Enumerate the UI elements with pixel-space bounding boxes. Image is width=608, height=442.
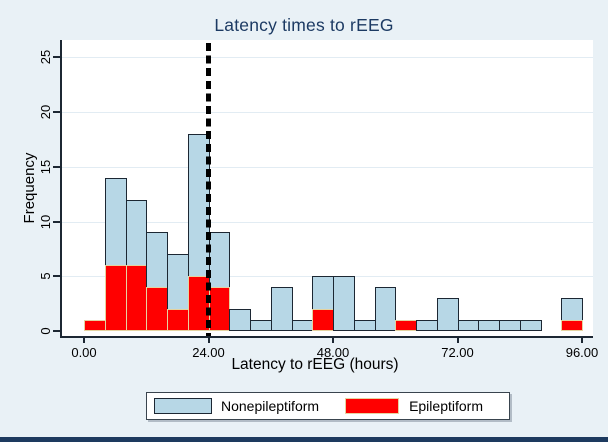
histogram-bar-nonepileptiform — [208, 232, 231, 288]
histogram-bar-nonepileptiform — [229, 309, 251, 331]
x-axis-tick-label: 96.00 — [565, 345, 599, 360]
histogram-bar-nonepileptiform — [250, 320, 272, 331]
histogram-bar-nonepileptiform — [167, 254, 189, 310]
y-axis-tick-label: 25 — [38, 50, 53, 65]
bottom-window-edge — [0, 437, 608, 442]
gridline — [62, 112, 593, 113]
histogram-bar-epileptiform — [125, 265, 148, 331]
x-axis-tick-label: 24.00 — [192, 345, 225, 360]
gridline — [62, 57, 593, 59]
histogram-bar-epileptiform — [312, 309, 334, 331]
legend: Nonepileptiform Epileptiform — [146, 392, 510, 420]
histogram-bar-epileptiform — [167, 309, 189, 331]
histogram-bar-nonepileptiform — [457, 320, 480, 331]
histogram-bar-epileptiform — [395, 320, 417, 331]
histogram-bar-nonepileptiform — [125, 199, 148, 266]
histogram-bar-nonepileptiform — [561, 298, 583, 321]
y-axis-tick — [53, 165, 61, 168]
histogram-bar-epileptiform — [146, 287, 168, 331]
histogram-bar-nonepileptiform — [374, 287, 397, 331]
chart-title: Latency times to rEEG — [214, 15, 394, 35]
histogram-bar-nonepileptiform — [519, 320, 542, 331]
gridline — [62, 166, 593, 168]
y-axis-tick — [53, 111, 61, 113]
histogram-bar-nonepileptiform — [146, 232, 168, 288]
legend-swatch-nonepileptiform — [154, 398, 212, 414]
histogram-bar-epileptiform — [561, 320, 583, 331]
y-axis-tick-label: 0 — [38, 327, 53, 335]
histogram-bar-epileptiform — [84, 320, 106, 331]
legend-label-nonepileptiform: Nonepileptiform — [221, 398, 320, 414]
x-axis-tick-label: 0.00 — [71, 345, 97, 360]
x-axis-title: Latency to rEEG (hours) — [231, 356, 399, 373]
x-axis-tick-label: 72.00 — [441, 345, 474, 360]
y-axis-tick — [53, 330, 61, 332]
histogram-bar-nonepileptiform — [416, 320, 438, 331]
x-axis-tick — [332, 336, 334, 343]
y-axis-tick-label: 10 — [38, 214, 53, 229]
y-axis-tick — [53, 220, 61, 223]
y-axis-tick-label: 15 — [38, 159, 53, 174]
histogram-bar-nonepileptiform — [312, 276, 334, 310]
histogram-bar-nonepileptiform — [436, 298, 459, 331]
plot-area: 0 5 10 15 20 25 0.00 24.00 48.00 72.00 96.00 — [38, 40, 598, 360]
x-axis-tick — [83, 336, 85, 343]
y-axis-tick — [53, 275, 61, 278]
y-axis-title: Frequency — [21, 152, 38, 224]
x-axis-tick — [207, 336, 210, 343]
histogram-bar-epileptiform — [208, 287, 231, 331]
histogram-bar-nonepileptiform — [291, 320, 314, 331]
histogram-bar-nonepileptiform — [104, 177, 127, 266]
histogram-bar-nonepileptiform — [478, 320, 500, 331]
y-axis-tick-label: 20 — [38, 104, 53, 120]
legend-swatch-epileptiform — [345, 398, 400, 414]
gridline — [62, 221, 593, 223]
legend-label-epileptiform: Epileptiform — [409, 398, 483, 414]
histogram-bar-epileptiform — [104, 265, 127, 331]
histogram-bar-nonepileptiform — [270, 287, 293, 331]
histogram-bar-nonepileptiform — [333, 276, 355, 331]
x-axis-tick — [456, 336, 459, 343]
y-axis-tick — [53, 56, 61, 59]
reference-line-24h — [206, 43, 211, 336]
histogram-bar-nonepileptiform — [499, 320, 521, 331]
y-axis-tick-label: 5 — [38, 272, 53, 280]
histogram-bar-nonepileptiform — [353, 320, 376, 331]
x-axis-tick — [581, 336, 583, 343]
x-axis-tick-label: 48.00 — [316, 345, 350, 360]
